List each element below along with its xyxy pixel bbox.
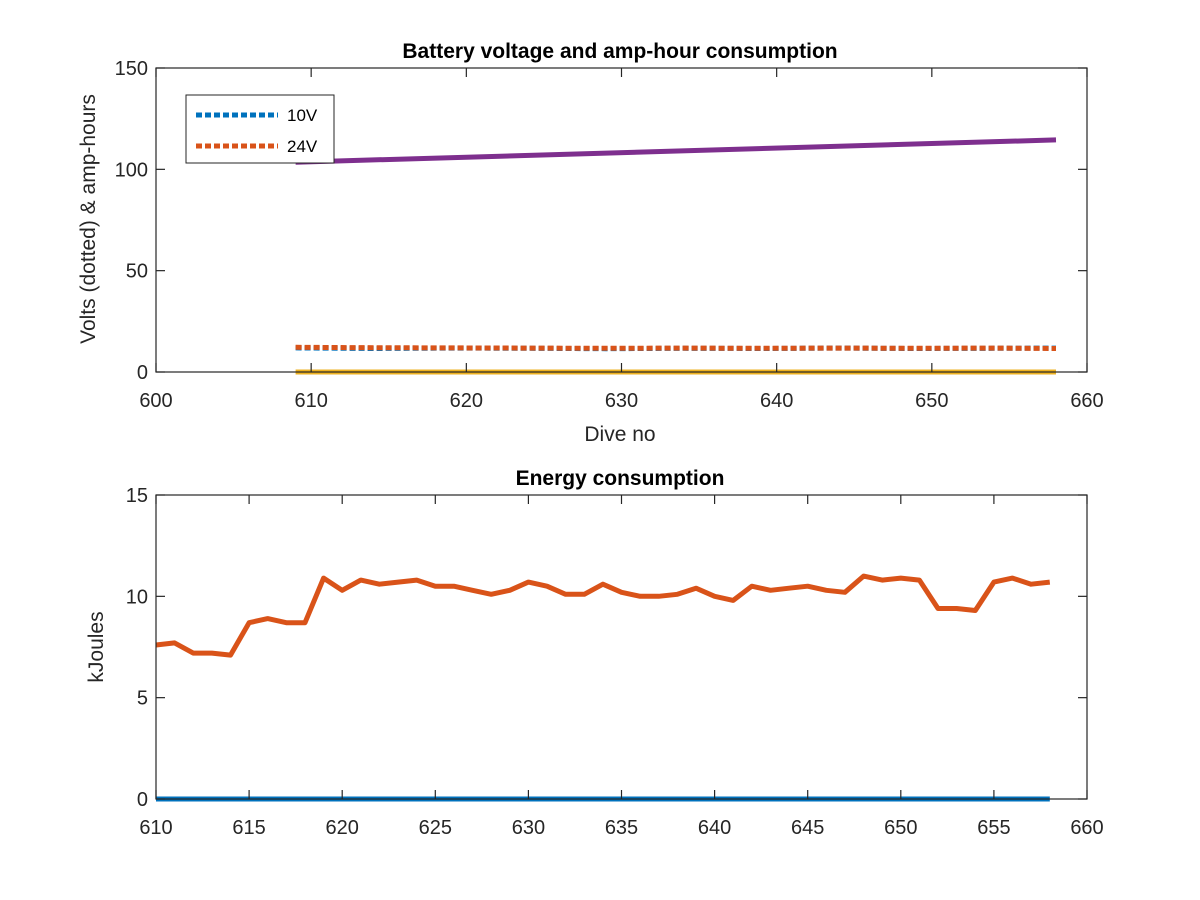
y-tick-label: 10	[126, 586, 148, 608]
x-tick-label: 620	[326, 817, 359, 839]
x-tick-label: 620	[450, 390, 483, 412]
x-tick-label: 645	[791, 817, 824, 839]
y-axis-label: kJoules	[85, 611, 108, 682]
x-tick-label: 650	[884, 817, 917, 839]
chart-title: Battery voltage and amp-hour consumption	[402, 40, 837, 63]
y-tick-label: 15	[126, 485, 148, 507]
x-tick-label: 655	[977, 817, 1010, 839]
x-tick-label: 630	[605, 390, 638, 412]
x-tick-label: 640	[698, 817, 731, 839]
x-tick-label: 650	[915, 390, 948, 412]
y-tick-label: 5	[137, 688, 148, 710]
energy-chart: Energy consumption 610 615 620 625 630 635 640…	[85, 467, 1104, 839]
x-tick-label: 615	[232, 817, 265, 839]
voltage-chart: Battery voltage and amp-hour consumption…	[77, 40, 1104, 446]
y-tick-label: 150	[115, 58, 148, 80]
x-tick-label: 660	[1070, 817, 1103, 839]
y-tick-label: 0	[137, 362, 148, 384]
x-tick-label: 640	[760, 390, 793, 412]
legend-label: 24V	[287, 137, 318, 156]
y-tick-label: 100	[115, 159, 148, 181]
y-axis-label: Volts (dotted) & amp-hours	[77, 94, 100, 344]
x-tick-label: 610	[139, 817, 172, 839]
legend: 10V 24V	[185, 94, 335, 164]
series-line-3	[295, 137, 1057, 165]
plot-area: 610 615 620 625 630 635 640 645 650 655 660 0 5 10 15	[126, 485, 1104, 839]
x-tick-label: 635	[605, 817, 638, 839]
x-tick-label: 625	[419, 817, 452, 839]
series-line-2	[295, 344, 1057, 351]
x-tick-label: 660	[1070, 390, 1103, 412]
x-axis-label: Dive no	[584, 423, 655, 446]
plot-area: 600 610 620 630 640 650 660 0 50 100 150	[115, 58, 1104, 412]
x-tick-label: 610	[294, 390, 327, 412]
y-tick-label: 50	[126, 261, 148, 283]
x-tick-label: 630	[512, 817, 545, 839]
chart-title: Energy consumption	[516, 467, 725, 490]
legend-box	[185, 94, 335, 164]
legend-label: 10V	[287, 106, 318, 125]
y-tick-label: 0	[137, 789, 148, 811]
x-tick-label: 600	[139, 390, 172, 412]
series-line-2	[155, 573, 1051, 658]
